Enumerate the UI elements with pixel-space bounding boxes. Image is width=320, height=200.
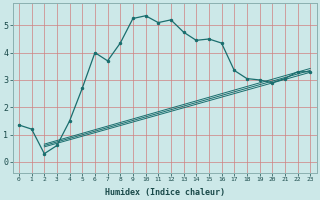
X-axis label: Humidex (Indice chaleur): Humidex (Indice chaleur) <box>105 188 225 197</box>
